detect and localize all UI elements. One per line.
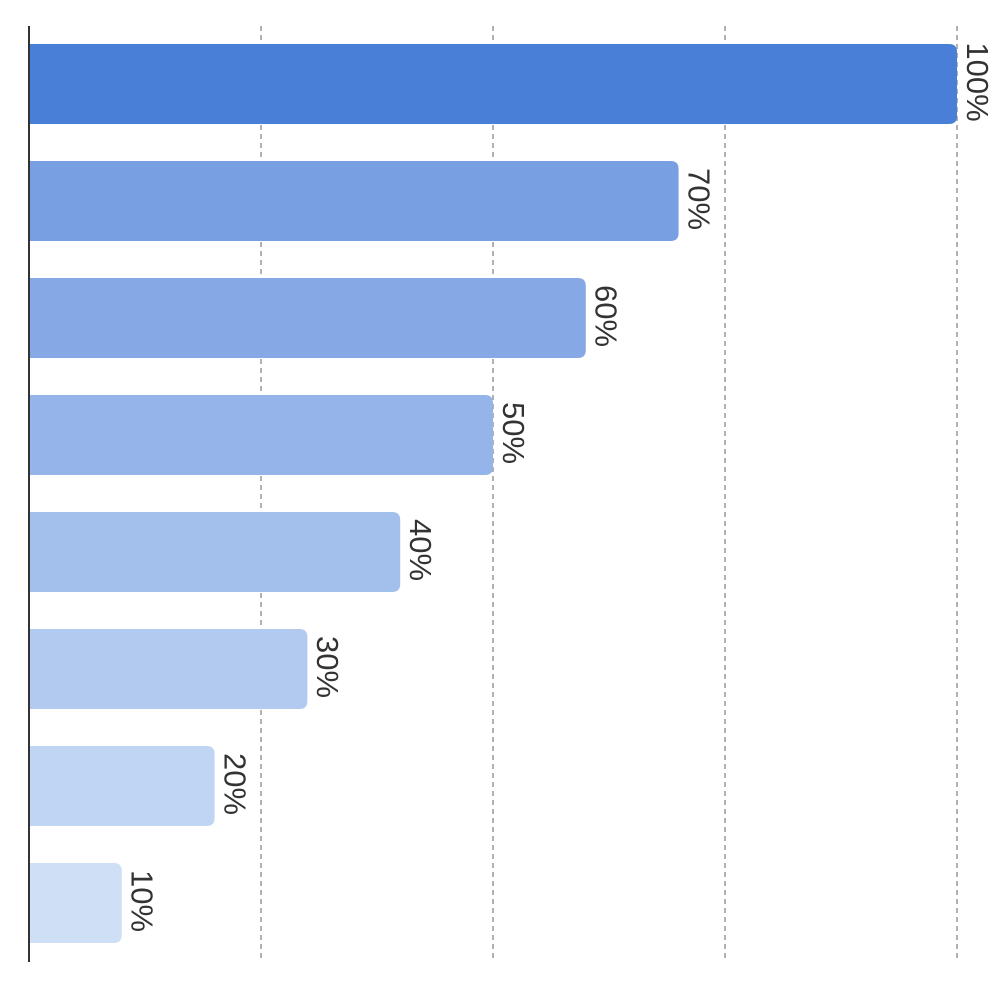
bar	[29, 44, 957, 124]
value-label: 20%	[217, 753, 252, 815]
bar	[29, 629, 308, 709]
bar	[29, 863, 122, 943]
bar	[29, 512, 401, 592]
bar	[29, 395, 493, 475]
bar	[29, 278, 586, 358]
value-label: 30%	[310, 636, 345, 698]
value-label: 60%	[589, 285, 624, 347]
value-label: 10%	[125, 870, 160, 932]
value-label: 50%	[496, 402, 531, 464]
value-label: 70%	[681, 168, 716, 230]
value-label: 40%	[403, 519, 438, 581]
bar	[29, 161, 679, 241]
bar	[29, 746, 215, 826]
value-label: 100%	[960, 42, 995, 121]
